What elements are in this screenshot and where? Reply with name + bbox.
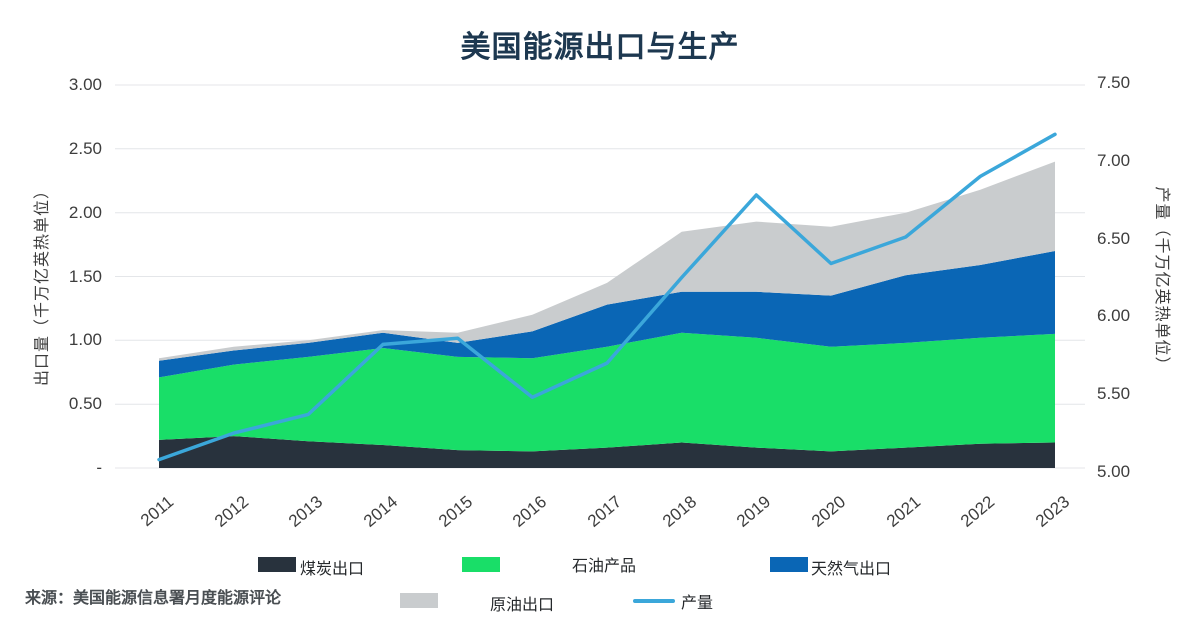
right-axis-tick-label: 7.50 (1097, 73, 1131, 92)
legend-label-petroleum-products: 石油产品 (572, 558, 637, 575)
legend-swatch-natural-gas-exports (770, 557, 808, 572)
left-axis-tick-label: 2.50 (68, 138, 102, 158)
left-axis-tick-label: 2.00 (68, 202, 102, 222)
right-axis-tick-label: 6.00 (1097, 306, 1131, 326)
legend-swatch-crude-oil-exports (400, 593, 438, 608)
area-coal-exports (159, 436, 1055, 468)
left-axis-tick-label: 3.00 (68, 75, 102, 94)
chart-title: 美国能源出口与生产 (460, 31, 740, 64)
line-production (157, 132, 1057, 462)
legend-label-crude-oil-exports: 原油出口 (490, 597, 555, 614)
left-axis-tick-label: - (96, 458, 102, 477)
left-axis-tick-label: 0.50 (68, 394, 102, 414)
right-axis-tick-label: 5.50 (1097, 384, 1131, 404)
right-axis-tick-label: 6.50 (1097, 228, 1131, 248)
legend-label-coal-exports: 煤炭出口 (300, 561, 365, 578)
legend-swatch-coal-exports (258, 557, 296, 572)
left-axis-tick-label: 1.50 (68, 266, 102, 286)
legend-label-natural-gas-exports: 天然气出口 (811, 561, 892, 578)
legend-label-production: 产量 (681, 595, 714, 612)
left-axis-title: 出口量（千万亿英热单位） (34, 181, 51, 387)
left-axis-tick-label: 1.00 (68, 330, 102, 350)
right-axis-title: 产量（千万亿英热单位） (1153, 186, 1170, 374)
right-axis-tick-label: 5.00 (1097, 462, 1131, 481)
legend-line-production (633, 599, 675, 603)
area-petroleum-products (159, 332, 1055, 452)
legend-swatch-petroleum-products (462, 557, 500, 572)
source-note: 来源：美国能源信息署月度能源评论 (25, 590, 282, 607)
right-axis-tick-label: 7.00 (1097, 150, 1131, 170)
area-crude-oil-exports (159, 161, 1055, 361)
